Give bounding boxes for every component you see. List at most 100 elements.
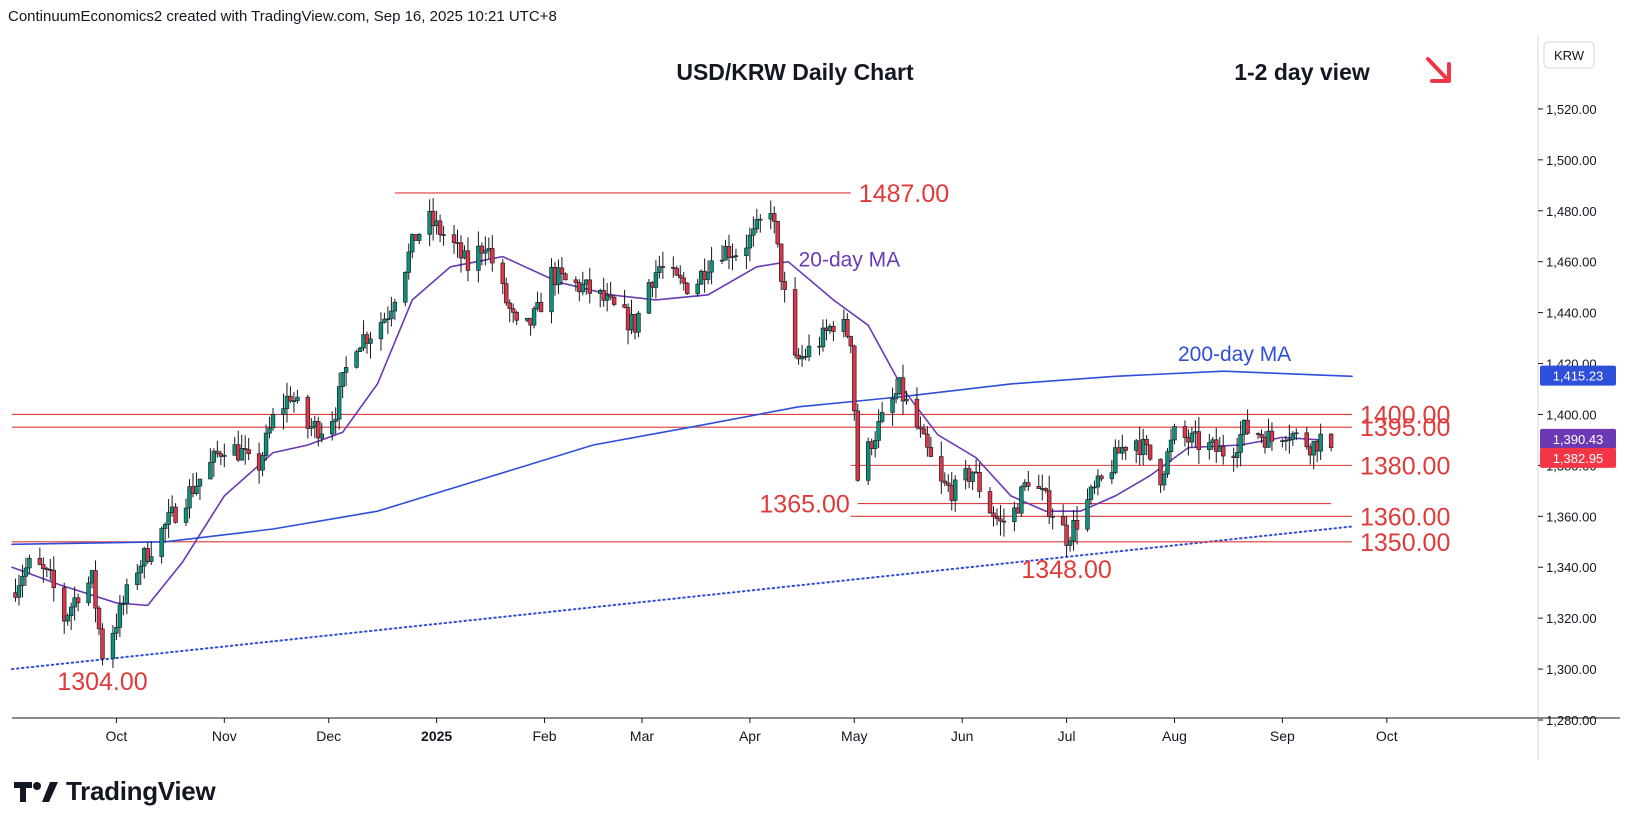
candle[interactable] <box>378 312 384 351</box>
candle[interactable] <box>1238 421 1243 467</box>
candle[interactable] <box>914 387 920 430</box>
candle[interactable] <box>709 246 714 285</box>
candle[interactable] <box>1269 422 1275 451</box>
candle[interactable] <box>270 407 276 432</box>
candle[interactable] <box>918 416 923 438</box>
candle[interactable] <box>1012 501 1017 532</box>
candle[interactable] <box>587 267 592 304</box>
candle[interactable] <box>305 394 311 439</box>
candle[interactable] <box>62 582 67 634</box>
candle[interactable] <box>27 554 32 574</box>
candle[interactable] <box>601 277 606 307</box>
candle[interactable] <box>403 271 408 307</box>
candle[interactable] <box>653 260 659 299</box>
candlesticks[interactable] <box>13 198 1334 669</box>
candle[interactable] <box>1221 434 1226 465</box>
candle[interactable] <box>775 220 780 248</box>
candle[interactable] <box>1168 428 1174 463</box>
candle[interactable] <box>215 440 220 458</box>
candle[interactable] <box>719 244 725 264</box>
candle[interactable] <box>222 443 227 468</box>
candle[interactable] <box>267 416 272 439</box>
candle[interactable] <box>705 260 711 285</box>
candle[interactable] <box>430 198 436 241</box>
candle[interactable] <box>1140 429 1146 466</box>
candle[interactable] <box>333 407 338 434</box>
candle[interactable] <box>872 431 878 458</box>
candle[interactable] <box>751 216 756 247</box>
candle[interactable] <box>1092 480 1097 495</box>
candle[interactable] <box>1231 447 1236 472</box>
candle[interactable] <box>1207 433 1212 460</box>
candle[interactable] <box>173 503 178 524</box>
candle[interactable] <box>124 578 130 615</box>
candle[interactable] <box>611 294 617 307</box>
candle[interactable] <box>657 255 662 279</box>
candle[interactable] <box>549 258 554 324</box>
candle[interactable] <box>831 321 836 342</box>
candle[interactable] <box>604 282 610 312</box>
chart-canvas[interactable]: 20-day MA 200-day MA 1487.00 1400.001395.00… <box>0 0 1632 760</box>
candle[interactable] <box>855 403 860 482</box>
candle[interactable] <box>1064 515 1069 557</box>
candle[interactable] <box>758 214 763 233</box>
candle[interactable] <box>747 227 753 262</box>
candle[interactable] <box>991 506 996 527</box>
candle[interactable] <box>1182 420 1188 447</box>
candle[interactable] <box>1161 470 1167 491</box>
brand-footer[interactable]: TradingView <box>14 776 216 807</box>
candle[interactable] <box>110 625 116 669</box>
candle[interactable] <box>117 595 123 638</box>
candle[interactable] <box>159 526 164 564</box>
candle[interactable] <box>357 346 363 353</box>
candle[interactable] <box>490 235 495 272</box>
candle[interactable] <box>500 258 505 295</box>
candle[interactable] <box>726 234 732 270</box>
candle[interactable] <box>1046 475 1052 524</box>
candle[interactable] <box>848 335 854 354</box>
candle[interactable] <box>20 564 25 598</box>
candle[interactable] <box>68 602 74 630</box>
candle[interactable] <box>792 277 798 359</box>
currency-badge[interactable]: KRW <box>1543 41 1595 69</box>
candle[interactable] <box>1074 506 1080 545</box>
candle[interactable] <box>451 224 457 254</box>
candle[interactable] <box>939 441 944 494</box>
candle[interactable] <box>1113 439 1118 475</box>
candle[interactable] <box>187 479 192 519</box>
candle[interactable] <box>646 279 652 315</box>
candle[interactable] <box>183 498 189 526</box>
candle[interactable] <box>953 475 958 512</box>
candle[interactable] <box>1259 429 1264 444</box>
candle[interactable] <box>556 259 561 294</box>
candle[interactable] <box>37 547 43 566</box>
candle[interactable] <box>1189 426 1195 448</box>
candle[interactable] <box>608 281 613 301</box>
candle[interactable] <box>406 243 411 280</box>
candle[interactable] <box>1043 487 1048 494</box>
candle[interactable] <box>208 448 213 480</box>
candle[interactable] <box>16 574 22 606</box>
candle[interactable] <box>316 416 321 447</box>
candle[interactable] <box>559 257 565 286</box>
candle[interactable] <box>674 265 679 277</box>
candle[interactable] <box>1071 509 1076 551</box>
candle[interactable] <box>921 424 927 435</box>
candle[interactable] <box>1318 423 1323 460</box>
candle[interactable] <box>1085 488 1090 532</box>
candle[interactable] <box>507 299 512 323</box>
candle[interactable] <box>1147 444 1153 462</box>
candle[interactable] <box>149 541 154 565</box>
candle[interactable] <box>281 393 286 430</box>
candle[interactable] <box>504 277 509 306</box>
candle[interactable] <box>479 242 485 266</box>
candle[interactable] <box>48 558 53 581</box>
candle[interactable] <box>1290 431 1296 446</box>
candle[interactable] <box>994 508 1000 526</box>
candle[interactable] <box>65 613 70 626</box>
candle[interactable] <box>319 422 324 443</box>
candle[interactable] <box>166 498 171 538</box>
candle[interactable] <box>75 593 81 612</box>
candle[interactable] <box>309 418 314 437</box>
candle[interactable] <box>852 344 857 421</box>
